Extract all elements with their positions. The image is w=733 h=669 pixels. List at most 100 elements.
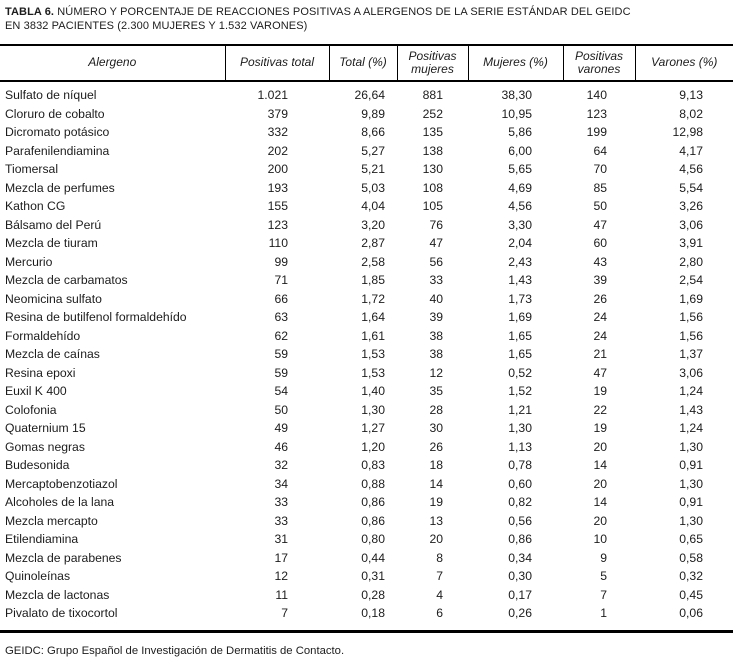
value-cell: 1,53: [361, 365, 385, 380]
table-row: Mercurio 99 2,58 56 2,43 43 2,80: [0, 253, 733, 272]
table-title: TABLA 6. NÚMERO Y PORCENTAJE DE REACCION…: [0, 0, 733, 33]
value-cell: 7: [436, 569, 443, 583]
value-cell: 66: [274, 291, 288, 306]
value-cell: 47: [593, 365, 607, 380]
allergen-name: Resina epoxi: [5, 365, 76, 380]
column-header-alergeno: Alergeno: [0, 45, 225, 82]
allergen-name: Colofonia: [5, 402, 57, 417]
table-body: Sulfato de níquel 1.021 26,64 881 38,30 140 9,…: [0, 81, 733, 631]
value-cell: 1,69: [508, 310, 532, 324]
value-cell: 0,56: [508, 513, 532, 528]
value-cell: 1,85: [361, 273, 385, 287]
column-header-total-pct: Total (%): [328, 45, 397, 82]
value-cell: 3,20: [361, 217, 385, 232]
table-row: Dicromato potásico 332 8,66 135 5,86 199 12,98: [0, 123, 733, 142]
allergen-name: Neomicina sulfato: [5, 291, 102, 306]
value-cell: 20: [429, 532, 443, 546]
value-cell: 12: [429, 365, 443, 380]
value-cell: 1,56: [679, 310, 703, 324]
allergen-name: Mercurio: [5, 254, 53, 269]
value-cell: 9,13: [679, 88, 703, 102]
table-row: Gomas negras 46 1,20 26 1,13 20 1,30: [0, 438, 733, 457]
value-cell: 38,30: [501, 88, 533, 102]
allergen-name: Bálsamo del Perú: [5, 217, 102, 232]
value-cell: 13: [429, 513, 443, 528]
allergen-name: Cloruro de cobalto: [5, 106, 105, 121]
value-cell: 0,17: [508, 587, 532, 602]
value-cell: 1,64: [361, 310, 385, 324]
value-cell: 0,65: [679, 532, 703, 546]
value-cell: 1,30: [508, 421, 532, 435]
value-cell: 2,87: [361, 236, 385, 250]
allergen-name: Kathon CG: [5, 199, 66, 213]
value-cell: 50: [593, 199, 607, 213]
column-header-positivas-mujeres: Positivas mujeres: [396, 45, 468, 82]
value-cell: 1,53: [361, 347, 385, 361]
value-cell: 85: [593, 180, 607, 195]
allergen-name: Pivalato de tixocortol: [5, 606, 118, 620]
value-cell: 59: [274, 365, 288, 380]
value-cell: 123: [267, 217, 288, 232]
value-cell: 1,43: [508, 273, 532, 287]
value-cell: 252: [422, 106, 443, 121]
value-cell: 14: [593, 458, 607, 472]
allergen-name: Tiomersal: [5, 162, 59, 176]
value-cell: 20: [593, 513, 607, 528]
header-row: Alergeno Positivas total Total (%) Posit…: [0, 45, 733, 82]
value-cell: 8,02: [679, 106, 703, 121]
value-cell: 379: [267, 106, 288, 121]
value-cell: 9,89: [361, 106, 385, 121]
allergen-name: Mezcla de lactonas: [5, 587, 110, 602]
value-cell: 9: [600, 550, 607, 565]
value-cell: 1,72: [361, 291, 385, 306]
value-cell: 30: [429, 421, 443, 435]
value-cell: 6,00: [508, 143, 532, 158]
value-cell: 5,21: [361, 162, 385, 176]
value-cell: 20: [593, 476, 607, 491]
table-row: Euxil K 400 54 1,40 35 1,52 19 1,24: [0, 382, 733, 401]
value-cell: 1,30: [679, 439, 703, 454]
value-cell: 63: [274, 310, 288, 324]
value-cell: 4,69: [508, 180, 532, 195]
value-cell: 33: [274, 513, 288, 528]
table-row: Sulfato de níquel 1.021 26,64 881 38,30 140 9,…: [0, 81, 733, 105]
value-cell: 33: [274, 495, 288, 509]
value-cell: 4,17: [679, 143, 703, 158]
value-cell: 1,30: [361, 402, 385, 417]
table-row: Pivalato de tixocortol 7 0,18 6 0,26 1 0,06: [0, 604, 733, 631]
value-cell: 135: [422, 125, 443, 139]
value-cell: 108: [422, 180, 443, 195]
value-cell: 199: [586, 125, 607, 139]
column-header-mujeres-pct: Mujeres (%): [467, 45, 563, 82]
value-cell: 64: [593, 143, 607, 158]
value-cell: 0,45: [679, 587, 703, 602]
value-cell: 71: [274, 273, 288, 287]
value-cell: 0,34: [508, 550, 532, 565]
allergen-name: Mezcla de parabenes: [5, 550, 122, 565]
value-cell: 138: [422, 143, 443, 158]
value-cell: 28: [429, 402, 443, 417]
value-cell: 1,61: [361, 328, 385, 343]
column-header-varones-pct: Varones (%): [634, 45, 733, 82]
value-cell: 14: [593, 495, 607, 509]
value-cell: 2,54: [679, 273, 703, 287]
value-cell: 2,04: [508, 236, 532, 250]
table-row: Alcoholes de la lana 33 0,86 19 0,82 14 0,91: [0, 493, 733, 512]
value-cell: 38: [429, 347, 443, 361]
value-cell: 1,30: [679, 476, 703, 491]
value-cell: 3,30: [508, 217, 532, 232]
table-row: Neomicina sulfato 66 1,72 40 1,73 26 1,69: [0, 290, 733, 309]
value-cell: 3,06: [679, 365, 703, 380]
table-title-text: NÚMERO Y PORCENTAJE DE REACCIONES POSITI…: [57, 6, 631, 18]
value-cell: 50: [274, 402, 288, 417]
value-cell: 1,20: [361, 439, 385, 454]
value-cell: 39: [429, 310, 443, 324]
table-row: Mezcla de tiuram 110 2,87 47 2,04 60 3,91: [0, 234, 733, 253]
value-cell: 18: [429, 458, 443, 472]
table-row: Mezcla de lactonas 11 0,28 4 0,17 7 0,45: [0, 586, 733, 605]
value-cell: 1,13: [508, 439, 532, 454]
table-row: Quaternium 15 49 1,27 30 1,30 19 1,24: [0, 419, 733, 438]
value-cell: 39: [593, 273, 607, 287]
allergen-reactions-table: Alergeno Positivas total Total (%) Posit…: [0, 44, 733, 633]
value-cell: 1,37: [679, 347, 703, 361]
